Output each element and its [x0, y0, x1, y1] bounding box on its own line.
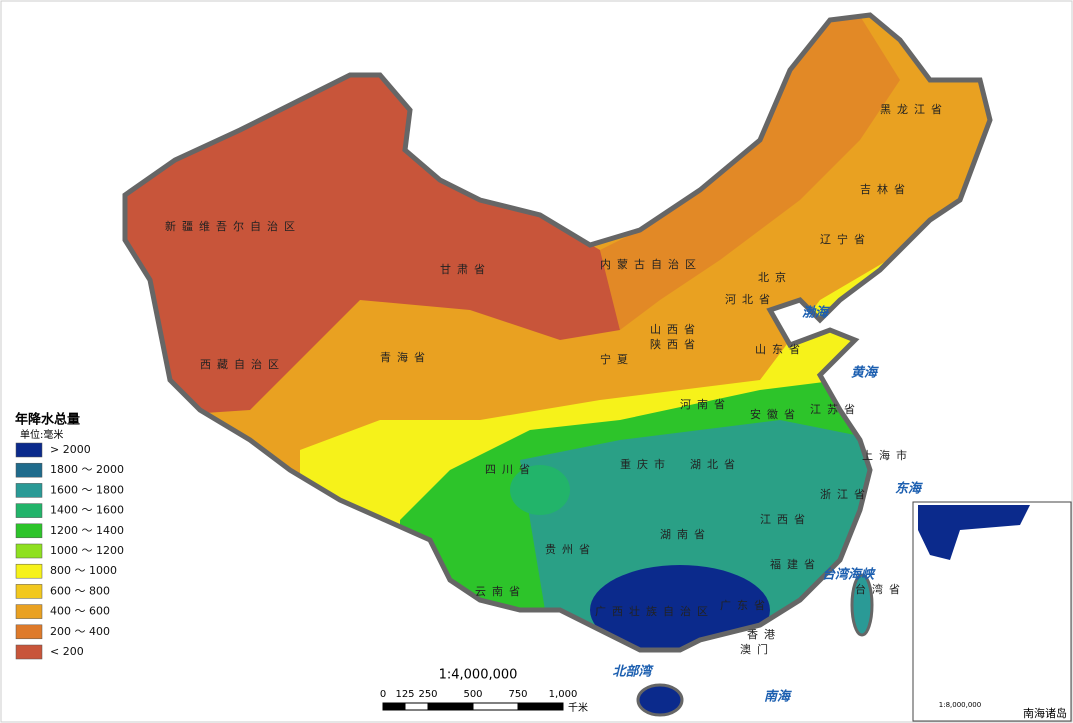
legend-swatch	[15, 644, 43, 660]
region-label: 云南省	[475, 585, 526, 598]
taiwan	[850, 573, 874, 637]
legend-label: 1200 ～ 1400	[50, 524, 124, 537]
region-label: 浙江省	[820, 488, 871, 501]
region-label: 台湾省	[855, 582, 906, 596]
region-label: 辽宁省	[820, 232, 871, 246]
legend-unit: 单位:毫米	[20, 428, 63, 441]
region-label: 香港	[747, 628, 781, 641]
inset-scale: 1:8,000,000	[939, 701, 981, 709]
legend-label: 1800 ～ 2000	[50, 463, 124, 476]
region-label: 广东省	[720, 599, 771, 612]
sea-label: 渤海	[802, 305, 830, 321]
scale-segment	[472, 702, 519, 711]
scale-tick-label: 500	[463, 689, 482, 700]
legend-swatch	[15, 543, 43, 559]
region-label: 安徽省	[750, 407, 801, 421]
scale-tick-label: 0	[380, 689, 386, 700]
sea-label: 北部湾	[612, 664, 654, 680]
scale-segment	[404, 702, 429, 711]
region-label: 山东省	[755, 343, 806, 356]
region-label: 贵州省	[545, 543, 596, 556]
region-label: 宁夏	[600, 352, 634, 366]
scale-tick-label: 250	[418, 689, 437, 700]
region-label: 吉林省	[860, 182, 911, 196]
legend-swatch	[15, 523, 43, 539]
legend-swatch	[15, 503, 43, 518]
region-label: 河南省	[680, 398, 731, 411]
region-label: 江西省	[760, 513, 811, 526]
region-label: 山西省	[650, 323, 701, 336]
legend-title: 年降水总量	[15, 412, 80, 428]
region-label: 湖北省	[690, 458, 741, 471]
region-label: 北京	[758, 270, 792, 284]
inset-title: 南海诸岛	[1023, 706, 1067, 720]
region-label: 广西壮族自治区	[595, 604, 714, 618]
legend-swatch	[15, 563, 43, 579]
legend-swatch	[15, 442, 43, 458]
region-label: 上海市	[862, 448, 913, 462]
border	[122, 12, 993, 653]
sea-label: 黄海	[851, 365, 879, 381]
legend-label: 1600 ～ 1800	[50, 483, 124, 496]
legend-label: 400 ～ 600	[50, 605, 110, 618]
hainan	[636, 683, 684, 717]
legend-label: 1400 ～ 1600	[50, 504, 124, 517]
scale-tick-label: 1,000	[549, 689, 578, 700]
inset-land	[918, 505, 1030, 560]
region-label: 重庆市	[620, 457, 671, 471]
legend-label: 1000 ～ 1200	[50, 544, 124, 557]
region-label: 河北省	[725, 293, 776, 306]
scale-segment	[382, 702, 406, 711]
region-label: 甘肃省	[440, 263, 491, 276]
region-label: 黑龙江省	[880, 103, 948, 116]
legend-swatch	[15, 483, 43, 498]
legend-swatch	[15, 604, 43, 619]
region-label: 江苏省	[810, 403, 861, 416]
scale-tick-label: 750	[508, 689, 527, 700]
legend-swatch	[15, 462, 43, 478]
region-label: 西藏自治区	[200, 357, 285, 371]
region-label: 四川省	[485, 463, 536, 476]
legend-label: 200 ～ 400	[50, 625, 110, 638]
legend-label: < 200	[50, 645, 84, 658]
sea-label: 南海	[764, 689, 792, 705]
sea-label: 东海	[895, 481, 923, 497]
legend-label: 800 ～ 1000	[50, 564, 117, 577]
legend-label: > 2000	[50, 443, 91, 456]
scale-tick-label: 125	[395, 689, 414, 700]
sea-label: 台湾海峡	[822, 567, 876, 583]
scale-segment	[517, 702, 564, 711]
legend-swatch	[15, 624, 43, 640]
region-label: 新疆维吾尔自治区	[165, 219, 301, 233]
region-label: 湖南省	[660, 528, 711, 541]
legend-swatch	[15, 584, 43, 599]
region-label: 内蒙古自治区	[600, 257, 702, 271]
scale-segment	[427, 702, 474, 711]
scale-unit: 千米	[568, 701, 588, 714]
legend-label: 600 ～ 800	[50, 584, 110, 597]
scale-ratio: 1:4,000,000	[439, 668, 518, 683]
region-label: 陕西省	[650, 337, 701, 351]
region-label: 福建省	[770, 557, 821, 571]
region-label: 青海省	[380, 350, 431, 364]
region-label: 澳门	[740, 642, 774, 656]
